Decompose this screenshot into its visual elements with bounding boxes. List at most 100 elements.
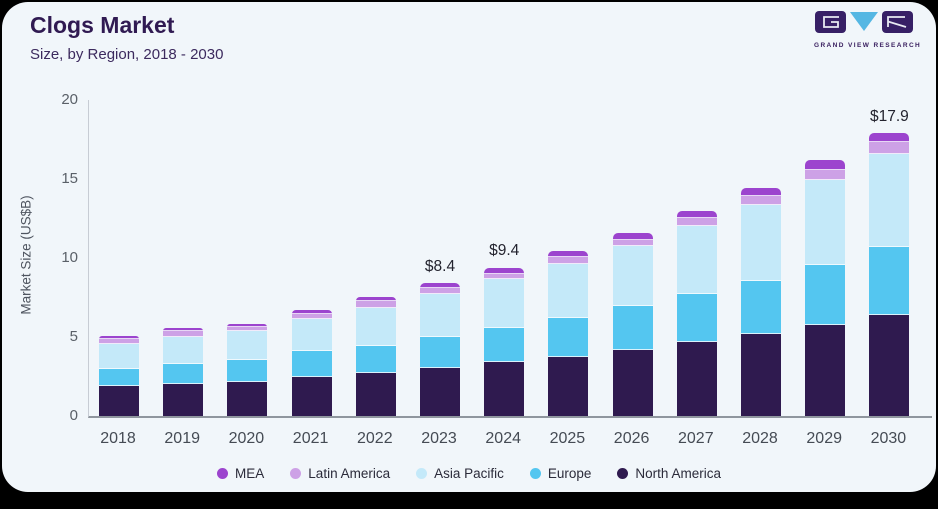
bar-segment-latin-america-2020 (227, 326, 268, 332)
bar-segment-latin-america-2023 (420, 288, 460, 294)
bar-segment-latin-america-2019 (163, 331, 204, 337)
bar-annotation-2030: $17.9 (869, 108, 909, 126)
bar-segment-mea-2025 (548, 250, 589, 258)
x-axis-label-2028: 2028 (742, 430, 778, 447)
bar-segment-north-america-2022 (355, 372, 396, 416)
bar-segment-north-america-2023 (420, 367, 460, 416)
bar-segment-mea-2029 (805, 160, 846, 171)
bar-segment-asia-pacific-2026 (612, 246, 653, 307)
legend-item-asia-pacific: Asia Pacific (416, 466, 504, 481)
bar-segment-latin-america-2028 (741, 196, 781, 206)
legend-label-mea: MEA (235, 466, 265, 481)
bar-segment-mea-2028 (741, 187, 781, 197)
bar-segment-mea-2026 (612, 232, 653, 240)
bar-segment-north-america-2029 (805, 325, 846, 416)
bar-segment-mea-2021 (291, 310, 332, 315)
bar-segment-europe-2030 (869, 246, 910, 315)
x-axis-labels: 2018 2019 2020 2021 2022 2023 2024 2025 2026 2027… (88, 430, 931, 452)
bar-segment-latin-america-2025 (548, 257, 589, 264)
bar-segment-north-america-2027 (676, 341, 717, 416)
bar-segment-mea-2020 (227, 323, 268, 327)
bar-segment-europe-2019 (163, 363, 204, 385)
bar-segment-asia-pacific-2023 (420, 293, 460, 337)
gvr-logo: GRAND VIEW RESEARCH (814, 10, 922, 49)
legend-swatch-europe (529, 468, 541, 479)
bar-segment-north-america-2028 (741, 333, 781, 416)
gvr-logo-caption: GRAND VIEW RESEARCH (814, 42, 922, 49)
bar-segment-latin-america-2030 (869, 141, 910, 154)
bar-segment-north-america-2021 (291, 376, 332, 416)
bar-segment-europe-2022 (355, 345, 396, 373)
bar-segment-asia-pacific-2022 (355, 307, 396, 346)
bar-annotation-2024: $9.4 (489, 242, 520, 260)
bar-segment-europe-2029 (805, 265, 846, 326)
bar-segment-europe-2018 (99, 368, 139, 386)
bar-segment-europe-2025 (548, 318, 589, 357)
bar-segment-mea-2027 (676, 210, 717, 218)
bar-segment-latin-america-2029 (805, 170, 846, 180)
bar-segment-mea-2019 (163, 328, 204, 332)
x-axis-label-2029: 2029 (806, 430, 842, 447)
x-axis-label-2019: 2019 (164, 430, 200, 447)
gvr-logo-icon (815, 11, 913, 33)
bar-segment-mea-2023 (420, 283, 460, 289)
bar-segment-north-america-2026 (612, 349, 653, 416)
bar-segment-asia-pacific-2021 (291, 318, 332, 352)
bar-segment-latin-america-2022 (355, 301, 396, 308)
chart-card: Clogs Market Size, by Region, 2018 - 203… (2, 2, 936, 492)
page-subtitle: Size, by Region, 2018 - 2030 (30, 46, 224, 63)
bar-segment-north-america-2030 (869, 314, 910, 416)
bar-segment-europe-2028 (741, 280, 781, 334)
legend: MEA Latin America Asia Pacific Europe North … (2, 466, 936, 481)
y-tick-label-5: 5 (69, 328, 78, 345)
x-axis-label-2022: 2022 (357, 430, 393, 447)
bar-segment-latin-america-2026 (612, 239, 653, 247)
bar-segment-europe-2026 (612, 306, 653, 350)
bar-segment-asia-pacific-2018 (99, 344, 139, 369)
legend-label-asia-pacific: Asia Pacific (434, 466, 504, 481)
legend-label-latin-america: Latin America (308, 466, 391, 481)
bar-segment-asia-pacific-2024 (484, 279, 525, 328)
bar-segment-asia-pacific-2028 (741, 205, 781, 281)
x-axis-label-2024: 2024 (485, 430, 521, 447)
bar-segment-mea-2018 (99, 336, 139, 340)
x-axis-label-2026: 2026 (613, 430, 650, 447)
legend-item-north-america: North America (617, 466, 721, 481)
bar-annotation-2023: $8.4 (424, 258, 456, 276)
x-axis-label-2020: 2020 (228, 430, 265, 447)
bar-segment-latin-america-2024 (484, 273, 525, 280)
bar-segment-europe-2021 (291, 351, 332, 377)
bar-segment-asia-pacific-2025 (548, 263, 589, 319)
bar-segment-asia-pacific-2020 (227, 331, 268, 360)
bar-segment-asia-pacific-2029 (805, 179, 846, 266)
bar-segment-north-america-2020 (227, 382, 268, 416)
bar-segment-mea-2022 (355, 296, 396, 302)
bar-segment-asia-pacific-2030 (869, 153, 910, 247)
x-axis-label-2030: 2030 (870, 430, 907, 447)
x-axis-label-2027: 2027 (678, 430, 714, 447)
bar-segment-north-america-2025 (548, 356, 589, 416)
x-axis-label-2023: 2023 (421, 430, 457, 447)
legend-swatch-mea (217, 468, 229, 479)
bar-segment-north-america-2018 (99, 385, 139, 416)
bar-segment-europe-2024 (484, 327, 525, 363)
bar-segment-north-america-2024 (484, 362, 525, 416)
y-tick-label-20: 20 (61, 91, 78, 108)
legend-item-europe: Europe (529, 466, 591, 481)
x-axis-label-2021: 2021 (292, 430, 329, 447)
legend-item-latin-america: Latin America (290, 466, 390, 481)
bar-segment-north-america-2019 (163, 384, 204, 416)
bar-segment-europe-2020 (227, 359, 268, 383)
bar-segment-asia-pacific-2027 (676, 225, 717, 294)
legend-label-north-america: North America (635, 466, 721, 481)
x-axis-label-2018: 2018 (100, 430, 136, 447)
x-axis-label-2025: 2025 (549, 430, 586, 447)
bar-segment-latin-america-2018 (99, 339, 139, 345)
bar-segment-mea-2030 (869, 133, 910, 142)
y-tick-label-10: 10 (61, 249, 78, 266)
bar-segment-europe-2023 (420, 337, 460, 368)
bar-segment-mea-2024 (484, 267, 525, 274)
legend-swatch-north-america (617, 468, 629, 479)
bar-segment-latin-america-2027 (676, 217, 717, 226)
